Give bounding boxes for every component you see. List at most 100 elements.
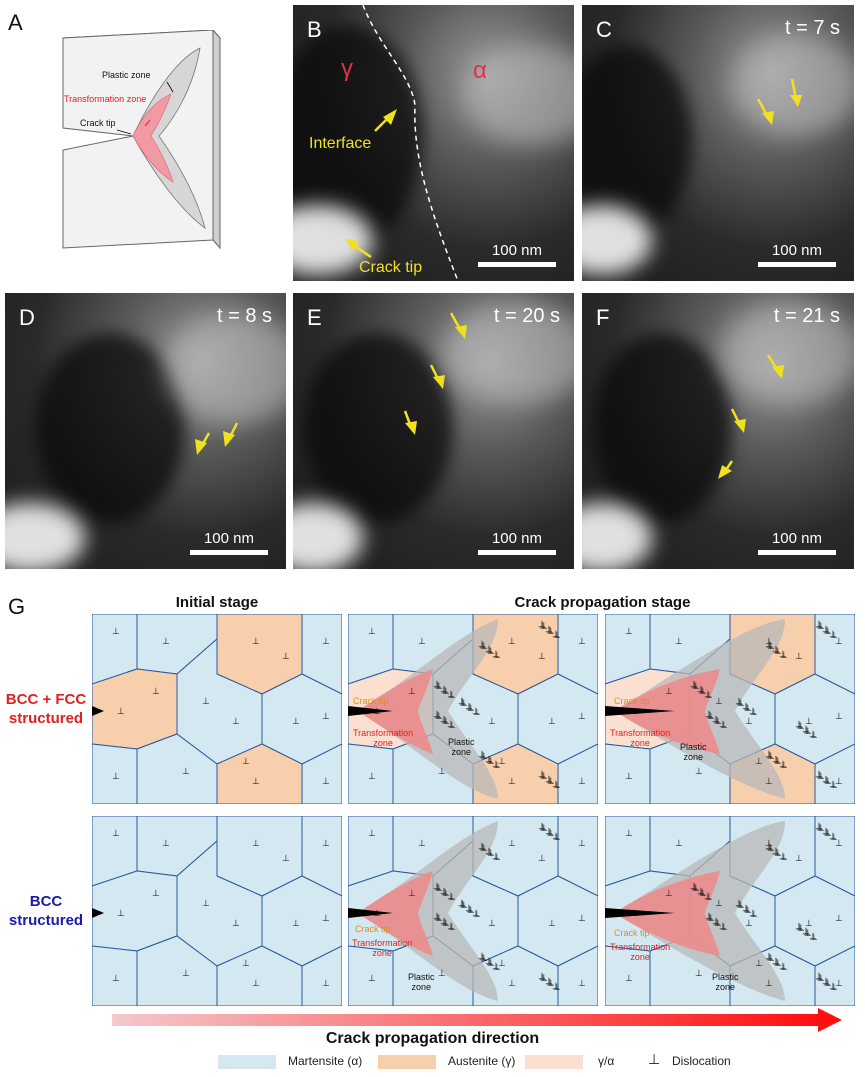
panel-c-letter: C <box>596 17 612 42</box>
dislocation-mark: ⊥ <box>744 704 752 714</box>
grain-far-br <box>557 945 598 1006</box>
dislocation-mark: ⊥ <box>479 843 487 853</box>
transformation-zone <box>358 871 433 956</box>
dislocation-mark: ⊥ <box>749 707 757 717</box>
panel-e-letter: E <box>307 305 322 330</box>
dislocation-mark: ⊥ <box>441 888 449 898</box>
dislocation-mark: ⊥ <box>442 919 450 929</box>
grain-far-r <box>557 614 598 695</box>
dislocation-mark: ⊥ <box>715 697 723 707</box>
dislocation-mark: ⊥ <box>202 899 210 909</box>
dislocation-mark: ⊥ <box>765 750 773 760</box>
dislocation-mark: ⊥ <box>810 731 818 741</box>
dislocation-mark: ⊥ <box>408 687 416 697</box>
dislocation-mark: ⊥ <box>714 717 722 727</box>
dislocation-mark: ⊥ <box>435 712 443 722</box>
dislocation-mark: ⊥ <box>152 889 160 899</box>
dislocation-mark: ⊥ <box>480 752 488 762</box>
dislocation-mark: ⊥ <box>766 843 774 853</box>
dislocation-mark: ⊥ <box>805 919 813 929</box>
dislocation-mark: ⊥ <box>780 761 788 771</box>
dislocation-mark: ⊥ <box>817 772 825 782</box>
dislocation-mark: ⊥ <box>744 906 752 916</box>
schematic-bcc-fcc-propagation-2: ⊥ ⊥ ⊥⊥ ⊥ ⊥⊥ ⊥⊥ ⊥ ⊥⊥ ⊥ ⊥⊥ ⊥⊥ ⊥ ⊥⊥ ⊥ ⊥⊥ ⊥⊥ ⊥ ⊥⊥ ⊥ ⊥⊥ ⊥⊥ ⊥ ⊥⊥ ⊥ ⊥⊥ ⊥… <box>605 614 855 804</box>
dislocation-mark: ⊥ <box>547 829 555 839</box>
dislocation-mark: ⊥ <box>772 847 780 857</box>
dislocation-mark: ⊥ <box>815 822 823 832</box>
panel-b-gamma: γ <box>341 55 353 82</box>
dislocation-mark: ⊥ <box>779 650 787 660</box>
r2c3-plastic-label: Plastic zone <box>712 972 739 992</box>
crack-notch <box>348 908 393 918</box>
dislocation-mark: ⊥ <box>755 959 763 969</box>
dislocation-mark: ⊥ <box>447 892 455 902</box>
dislocation-mark: ⊥ <box>735 697 743 707</box>
dislocation-mark: ⊥ <box>438 969 446 979</box>
dislocation-mark: ⊥ <box>540 622 548 632</box>
grain-far-r <box>814 614 855 695</box>
dislocation-mark: ⊥ <box>548 919 556 929</box>
r2c3-transformation-label: Transformation zone <box>610 942 671 962</box>
grain-bl <box>348 945 394 1006</box>
dislocation-mark: ⊥ <box>816 973 824 983</box>
dislocation-mark: ⊥ <box>824 627 832 637</box>
dislocation-mark: ⊥ <box>835 637 843 647</box>
dislocation-mark: ⊥ <box>719 922 727 932</box>
dislocation-mark: ⊥ <box>459 698 467 708</box>
dislocation-mark: ⊥ <box>715 899 723 909</box>
dislocation-mark: ⊥ <box>440 887 448 897</box>
dislocation-mark: ⊥ <box>829 832 837 842</box>
r1c2-transformation-label: Transformation zone <box>353 728 414 748</box>
dislocation-mark: ⊥ <box>434 913 442 923</box>
dislocation-mark: ⊥ <box>545 625 553 635</box>
dislocation-mark: ⊥ <box>630 707 638 717</box>
dislocation-mark: ⊥ <box>690 882 698 892</box>
dislocation-mark: ⊥ <box>252 777 260 787</box>
dislocation-mark: ⊥ <box>486 958 494 968</box>
grain-bl <box>92 945 138 1006</box>
dislocation-mark: ⊥ <box>538 770 546 780</box>
dislocation-mark: ⊥ <box>665 687 673 697</box>
dislocation-mark: ⊥ <box>552 832 560 842</box>
dislocation-mark: ⊥ <box>675 637 683 647</box>
legend-swatch-austenite <box>378 1055 436 1069</box>
dislocation-mark: ⊥ <box>773 958 781 968</box>
panel-a-schematic <box>61 30 222 250</box>
dislocation-mark: ⊥ <box>182 969 190 979</box>
dislocation-mark: ⊥ <box>242 959 250 969</box>
dislocation-mark: ⊥ <box>766 641 774 651</box>
dislocation-mark: ⊥ <box>508 979 516 989</box>
grain-far-r <box>301 816 342 897</box>
panel-e-scale-bar: 100 nm <box>478 530 556 555</box>
dislocation-mark: ⊥ <box>322 712 330 722</box>
schematic-bcc-propagation-2: ⊥ ⊥ ⊥⊥ ⊥ ⊥⊥ ⊥⊥ ⊥ ⊥⊥ ⊥ ⊥⊥ ⊥⊥ ⊥ ⊥⊥ ⊥ ⊥⊥ ⊥⊥ ⊥ ⊥⊥ ⊥ ⊥⊥ ⊥⊥ ⊥ ⊥⊥ ⊥ ⊥⊥ ⊥… <box>605 816 855 1006</box>
dislocation-mark: ⊥ <box>816 621 824 631</box>
r1c3-transformation-label: Transformation zone <box>610 728 671 748</box>
dislocation-mark: ⊥ <box>434 681 442 691</box>
grain-ml <box>92 668 178 750</box>
dislocation-mark: ⊥ <box>780 853 788 863</box>
dislocation-mark: ⊥ <box>692 682 700 692</box>
dislocation-mark: ⊥ <box>480 954 488 964</box>
dislocation-mark: ⊥ <box>772 755 780 765</box>
dislocation-mark: ⊥ <box>433 912 441 922</box>
dislocation-mark: ⊥ <box>472 707 480 717</box>
dislocation-mark: ⊥ <box>699 687 707 697</box>
legend-label-austenite: Austenite (γ) <box>448 1054 516 1068</box>
dislocation-mark: ⊥ <box>823 626 831 636</box>
dislocation-mark: ⊥ <box>780 651 788 661</box>
dislocation-mark: ⊥ <box>706 711 714 721</box>
legend-swatch-gamma-alpha <box>525 1055 583 1069</box>
dislocation-mark: ⊥ <box>713 918 721 928</box>
dislocation-mark: ⊥ <box>809 932 817 942</box>
r1c3-crack-tip-label: Crack tip <box>614 696 650 706</box>
col-title-initial: Initial stage <box>175 594 259 611</box>
dislocation-mark: ⊥ <box>473 708 481 718</box>
dislocation-mark: ⊥ <box>434 883 442 893</box>
dislocation-mark: ⊥ <box>578 712 586 722</box>
dislocation-mark: ⊥ <box>766 751 774 761</box>
dislocation-mark: ⊥ <box>408 889 416 899</box>
propagation-direction-arrow <box>112 1008 842 1032</box>
dislocation-mark: ⊥ <box>538 822 546 832</box>
dislocation-mark: ⊥ <box>795 922 803 932</box>
